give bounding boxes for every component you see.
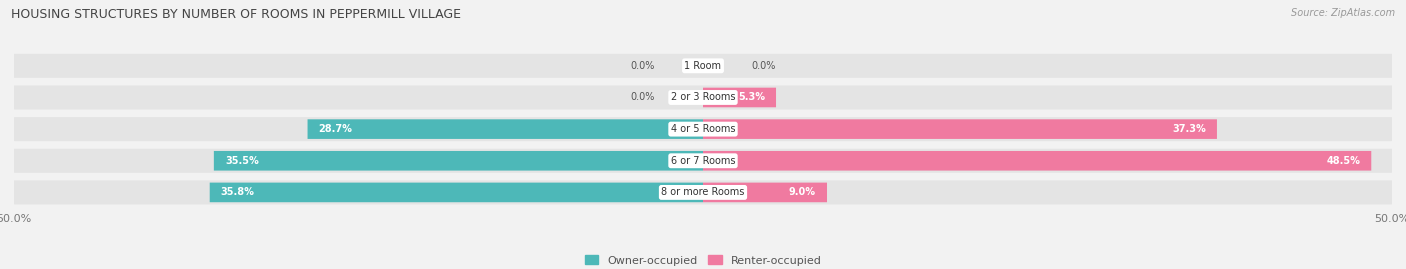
FancyBboxPatch shape <box>214 151 703 171</box>
Text: 0.0%: 0.0% <box>751 61 776 71</box>
Text: 0.0%: 0.0% <box>630 61 655 71</box>
FancyBboxPatch shape <box>14 54 1392 78</box>
Text: 28.7%: 28.7% <box>319 124 353 134</box>
FancyBboxPatch shape <box>308 119 703 139</box>
FancyBboxPatch shape <box>703 151 1371 171</box>
FancyBboxPatch shape <box>14 86 1392 109</box>
FancyBboxPatch shape <box>703 183 827 202</box>
Text: 1 Room: 1 Room <box>685 61 721 71</box>
Text: 4 or 5 Rooms: 4 or 5 Rooms <box>671 124 735 134</box>
Text: 2 or 3 Rooms: 2 or 3 Rooms <box>671 93 735 102</box>
Text: 5.3%: 5.3% <box>738 93 765 102</box>
FancyBboxPatch shape <box>209 183 703 202</box>
Text: 35.8%: 35.8% <box>221 187 254 197</box>
Text: 48.5%: 48.5% <box>1326 156 1360 166</box>
Text: 37.3%: 37.3% <box>1173 124 1206 134</box>
Text: 0.0%: 0.0% <box>630 93 655 102</box>
Text: 35.5%: 35.5% <box>225 156 259 166</box>
Text: 6 or 7 Rooms: 6 or 7 Rooms <box>671 156 735 166</box>
FancyBboxPatch shape <box>14 149 1392 173</box>
FancyBboxPatch shape <box>14 117 1392 141</box>
Legend: Owner-occupied, Renter-occupied: Owner-occupied, Renter-occupied <box>585 255 821 266</box>
FancyBboxPatch shape <box>703 88 776 107</box>
Text: 8 or more Rooms: 8 or more Rooms <box>661 187 745 197</box>
FancyBboxPatch shape <box>703 119 1218 139</box>
Text: 9.0%: 9.0% <box>789 187 815 197</box>
FancyBboxPatch shape <box>14 180 1392 204</box>
Text: Source: ZipAtlas.com: Source: ZipAtlas.com <box>1291 8 1395 18</box>
Text: HOUSING STRUCTURES BY NUMBER OF ROOMS IN PEPPERMILL VILLAGE: HOUSING STRUCTURES BY NUMBER OF ROOMS IN… <box>11 8 461 21</box>
